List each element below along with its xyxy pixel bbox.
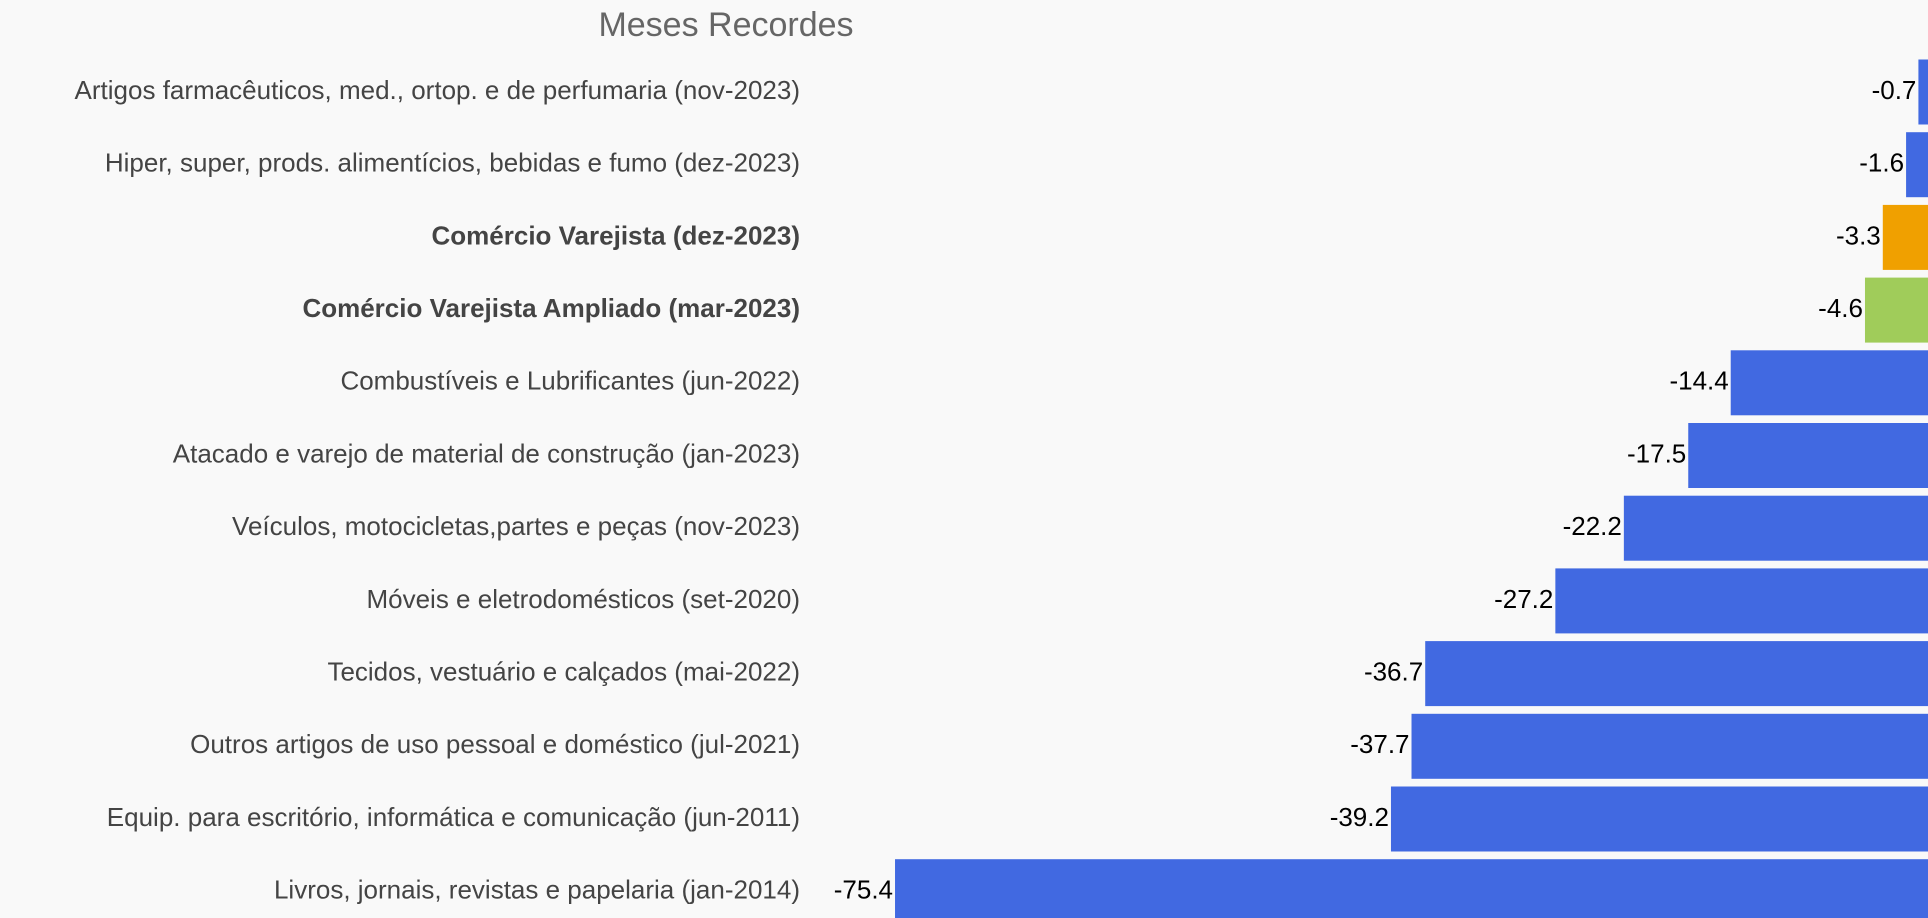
value-label: -17.5 <box>1627 438 1686 468</box>
bar <box>1882 204 1928 270</box>
category-label: Combustíveis e Lubrificantes (jun-2022) <box>340 366 800 396</box>
bar <box>1688 423 1928 488</box>
value-label: -22.2 <box>1563 511 1622 541</box>
category-label: Comércio Varejista Ampliado (mar-2023) <box>302 293 800 323</box>
category-label: Atacado e varejo de material de construç… <box>173 438 800 468</box>
value-label: -75.4 <box>834 875 893 905</box>
bar <box>1906 132 1928 198</box>
value-label: -27.2 <box>1494 584 1553 614</box>
value-label: -3.3 <box>1836 220 1881 250</box>
value-label: -36.7 <box>1364 656 1423 686</box>
value-label: -37.7 <box>1350 729 1409 759</box>
bar <box>1390 786 1928 852</box>
category-label: Comércio Varejista (dez-2023) <box>432 220 801 250</box>
value-label: -1.6 <box>1859 148 1904 178</box>
bar <box>1623 495 1928 561</box>
category-label: Hiper, super, prods. alimentícios, bebid… <box>105 148 800 178</box>
category-label: Equip. para escritório, informática e co… <box>107 802 800 832</box>
category-label: Tecidos, vestuário e calçados (mai-2022) <box>327 656 800 686</box>
bar <box>1555 568 1928 634</box>
bar <box>1730 350 1928 416</box>
value-label: -39.2 <box>1330 802 1389 832</box>
category-label: Artigos farmacêuticos, med., ortop. e de… <box>75 75 800 105</box>
value-label: -4.6 <box>1818 293 1863 323</box>
bar <box>1864 277 1928 343</box>
category-label: Móveis e eletrodomésticos (set-2020) <box>366 584 800 614</box>
value-label: -0.7 <box>1872 75 1917 105</box>
bar <box>1425 641 1928 707</box>
bar <box>895 859 1928 918</box>
chart-title: Meses Recordes <box>598 6 853 44</box>
category-label: Livros, jornais, revistas e papelaria (j… <box>274 875 800 905</box>
category-label: Veículos, motocicletas,partes e peças (n… <box>232 511 800 541</box>
bar <box>1918 59 1928 125</box>
value-label: -14.4 <box>1669 366 1728 396</box>
bar <box>1411 713 1928 779</box>
category-label: Outros artigos de uso pessoal e doméstic… <box>190 729 800 759</box>
